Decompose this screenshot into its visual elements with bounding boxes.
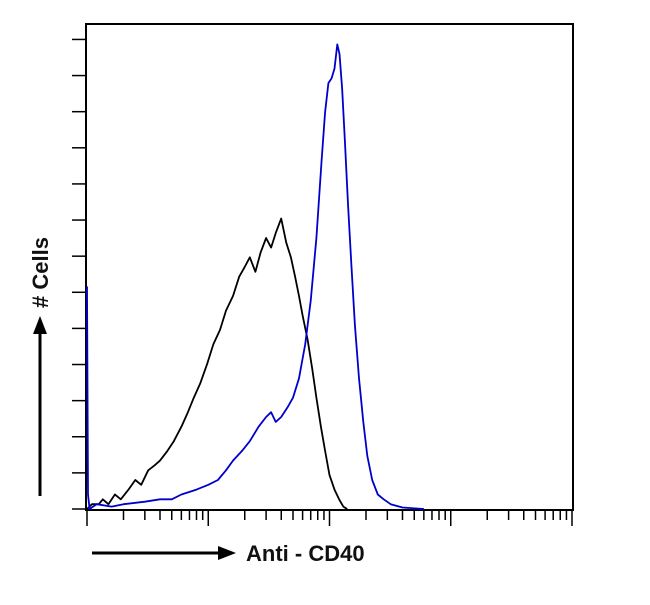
x-axis-ticks: [86, 510, 573, 526]
x-axis-label: Anti - CD40: [246, 541, 365, 566]
y-axis-label-group: # Cells: [28, 237, 53, 496]
series-line-2: [86, 43, 424, 510]
series-line-1: [86, 217, 348, 510]
x-axis-label-group: Anti - CD40: [92, 541, 365, 566]
y-axis-ticks: [72, 38, 86, 510]
y-axis-label: # Cells: [28, 237, 53, 308]
y-axis-arrow-head: [33, 316, 47, 334]
plot-frame: [85, 23, 574, 511]
series-layer: [86, 43, 424, 510]
x-axis-arrow-head: [218, 546, 236, 560]
